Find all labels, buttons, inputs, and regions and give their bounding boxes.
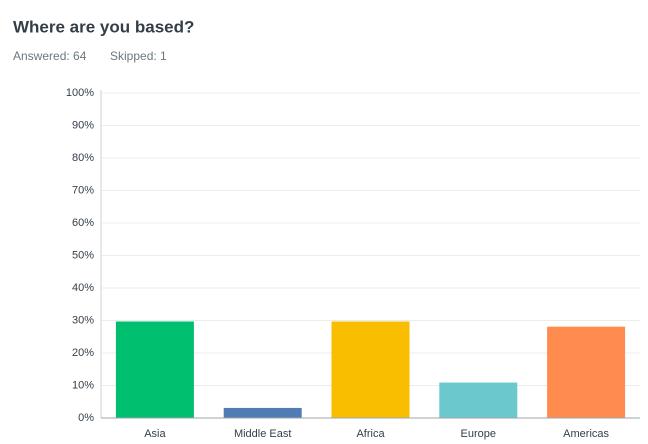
y-tick-label: 0% [78, 412, 94, 424]
bar [331, 321, 410, 418]
answered-count: Answered: 64 [13, 49, 87, 63]
bar [439, 382, 518, 418]
y-tick-label: 50% [72, 249, 94, 261]
bar [547, 326, 626, 418]
x-tick-label: Europe [461, 428, 496, 440]
y-tick-label: 80% [72, 152, 94, 164]
y-tick-label: 30% [72, 314, 94, 326]
chart-title: Where are you based? [13, 17, 194, 36]
bar [223, 407, 302, 418]
y-tick-label: 20% [72, 347, 94, 359]
y-tick-label: 60% [72, 217, 94, 229]
y-tick-label: 10% [72, 379, 94, 391]
skipped-count: Skipped: 1 [110, 49, 167, 63]
x-tick-label: Africa [356, 428, 385, 440]
bar [115, 321, 194, 418]
y-tick-label: 70% [72, 184, 94, 196]
x-tick-label: Middle East [234, 428, 291, 440]
y-tick-label: 40% [72, 282, 94, 294]
y-tick-label: 100% [66, 87, 94, 99]
x-tick-label: Asia [144, 428, 166, 440]
y-tick-label: 90% [72, 119, 94, 131]
x-tick-label: Americas [563, 428, 609, 440]
